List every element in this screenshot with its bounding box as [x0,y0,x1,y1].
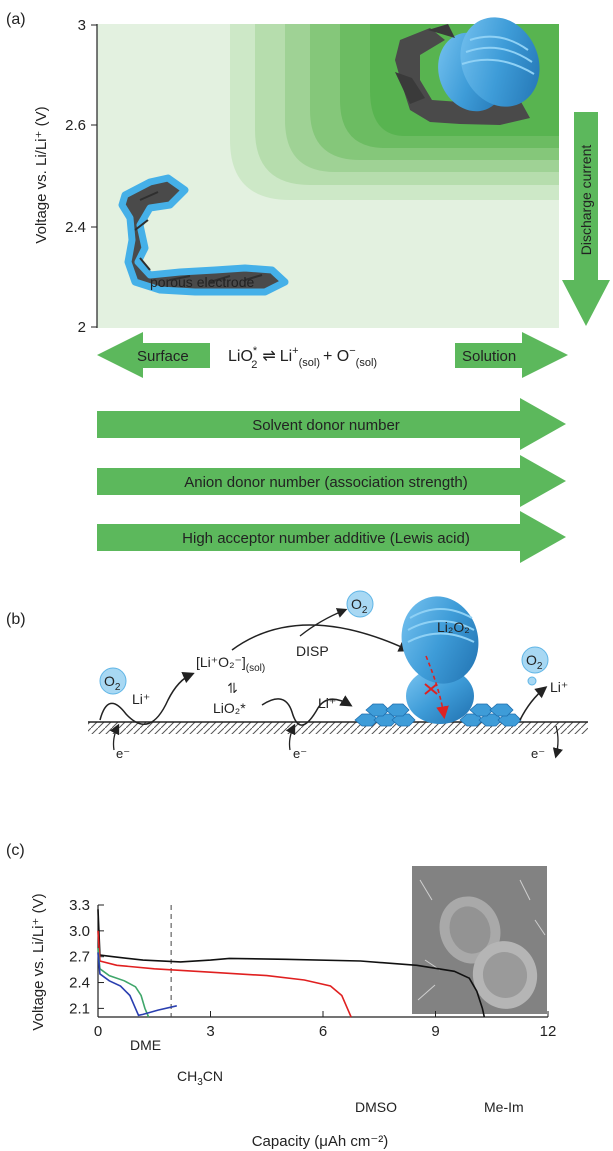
solution-label: Solution [462,348,516,365]
y-tick-label: 2.7 [69,949,90,966]
x-tick-label: 0 [94,1023,102,1040]
y-tick-label: 3.3 [69,897,90,914]
o2-small-bubble [527,676,537,686]
y-tick-label: 3.0 [69,923,90,940]
electron-in-1 [109,723,120,751]
x-tick-label: 6 [319,1023,327,1040]
x-tick-label: 3 [206,1023,214,1040]
panel-a-label: (a) [6,11,26,28]
o2-bubble-right [521,646,549,674]
discharge-current-arrow [562,112,610,326]
electron-2: e⁻ [293,746,307,761]
panel-c-ticks: 0 3 6 9 12 2.1 2.4 2.7 3.0 3.3 [69,897,556,1040]
discharge-current-label: Discharge current [578,145,594,256]
series-line-dmso [97,930,352,1018]
o2-bubble-top [346,590,374,618]
series-label-dmso: DMSO [355,1099,397,1115]
li2o2-toroid [401,596,479,724]
li-plus-2: Li⁺ [318,695,336,711]
series-line-dme [97,948,150,1018]
electron-out [552,725,563,759]
li2o2-label: Li₂O₂ [437,619,470,635]
li-plus-1: Li⁺ [132,691,150,707]
y-tick-2.4: 2.4 [65,219,86,236]
x-tick-label: 12 [540,1023,557,1040]
series-line-me-im [97,909,486,1018]
o2-right-label: O2 [526,652,543,672]
o2-release-arrow [299,608,348,637]
electrode-surface-hatch [88,722,588,734]
y-tick-2.6: 2.6 [65,117,86,134]
equilibrium-arrows-b: ⇌ [225,682,241,694]
solvated-complex: [Li⁺O₂⁻](sol) [196,654,265,674]
panel-c-label: (c) [6,842,25,859]
o2-left-label: O2 [104,673,121,693]
o2-top-label: O2 [351,596,368,616]
solvent-donor-label: Solvent donor number [252,417,400,434]
anion-donor-label: Anion donor number (association strength… [184,474,468,491]
equilibrium-equation: LiO* 2 ⇌ Li+(sol) + O−(sol) [228,345,377,371]
disp-arrow [231,624,411,652]
x-tick-label: 9 [431,1023,439,1040]
electron-in-2 [285,723,296,751]
o2-bubble-left [99,667,127,695]
electron-3: e⁻ [531,746,545,761]
panel-c-y-axis-label: Voltage vs. Li/Li⁺ (V) [30,893,47,1030]
reduction-curve-2 [261,695,353,726]
series-label-dme: DME [130,1037,161,1053]
panel-a-y-ticks [91,24,97,328]
reduction-curve-1 [99,672,195,725]
y-tick-label: 2.4 [69,975,90,992]
series-label-meim: Me-Im [484,1099,524,1115]
anion-donor-arrow [97,455,566,507]
acceptor-additive-arrow [97,511,566,563]
y-tick-2: 2 [78,319,86,336]
y-tick-label: 2.1 [69,1000,90,1017]
electron-1: e⁻ [116,746,130,761]
li2o2-deposits [354,703,522,727]
large-toroid-cluster [395,17,540,125]
oxidation-curve [519,686,548,721]
sem-inset-image [412,866,547,1014]
panel-c-x-axis-label: Capacity (μAh cm⁻²) [252,1133,389,1150]
series-line-ch-cn [97,952,177,1017]
li-plus-3: Li⁺ [550,679,568,695]
solvent-donor-arrow [97,398,566,450]
acceptor-additive-label: High acceptor number additive (Lewis aci… [182,530,470,547]
surface-arrow [97,332,210,378]
panel-a-y-axis-label: Voltage vs. Li/Li⁺ (V) [33,106,50,243]
panel-b-label: (b) [6,611,26,628]
porous-electrode-label: porous electrode [150,274,255,290]
series-label-ch3cn: CH3CN [177,1068,223,1088]
y-tick-3: 3 [78,17,86,34]
surface-label: Surface [137,348,189,365]
porous-electrode-small [118,174,289,296]
disp-label: DISP [296,643,329,659]
solution-arrow [455,332,568,378]
lio2-star: LiO₂* [213,700,246,716]
